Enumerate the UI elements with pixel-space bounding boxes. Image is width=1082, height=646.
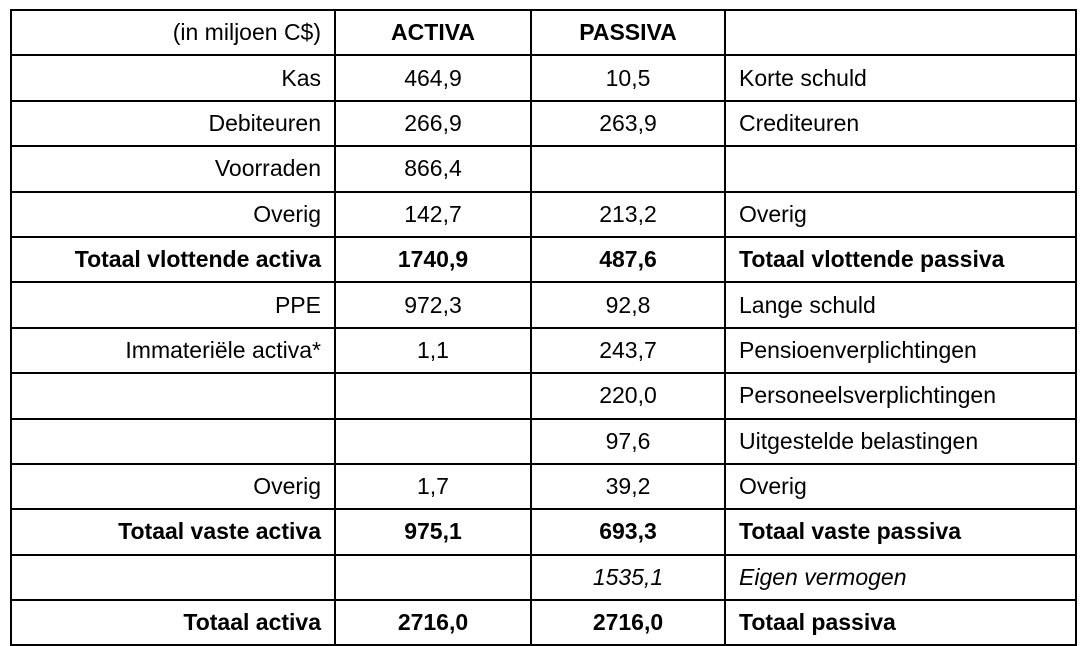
passiva-value <box>530 145 726 193</box>
table-row-overig-vast: Overig 1,7 39,2 Overig <box>10 462 1077 511</box>
row-label-left: Immateriële activa* <box>10 326 336 375</box>
passiva-value: 10,5 <box>530 54 726 102</box>
table-row-totaal-vast: Totaal vaste activa 975,1 693,3 Totaal v… <box>10 508 1077 556</box>
unit-label: (in miljoen C$) <box>10 8 336 57</box>
passiva-value: 2716,0 <box>530 599 726 646</box>
table-row-eigen-vermogen: 1535,1 Eigen vermogen <box>10 553 1077 602</box>
table-row-totaal-vlottend: Totaal vlottende activa 1740,9 487,6 Tot… <box>10 235 1077 284</box>
row-label-left: Debiteuren <box>10 99 336 148</box>
header-row: (in miljoen C$) ACTIVA PASSIVA <box>10 8 1077 57</box>
column-header-activa: ACTIVA <box>334 8 532 57</box>
activa-value <box>334 417 532 465</box>
row-label-right: Pensioenverplichtingen <box>724 326 1077 375</box>
row-label-left <box>10 417 336 465</box>
balance-sheet-table: (in miljoen C$) ACTIVA PASSIVA Kas 464,9… <box>10 8 1077 646</box>
activa-value: 1,7 <box>334 462 532 511</box>
activa-value: 1740,9 <box>334 235 532 284</box>
passiva-value: 487,6 <box>530 235 726 284</box>
row-label-right: Eigen vermogen <box>724 553 1077 602</box>
column-header-passiva: PASSIVA <box>530 8 726 57</box>
table-row-immaterieel: Immateriële activa* 1,1 243,7 Pensioenve… <box>10 326 1077 375</box>
table-row-uitgestelde-belastingen: 97,6 Uitgestelde belastingen <box>10 417 1077 465</box>
row-label-right: Lange schuld <box>724 281 1077 329</box>
activa-value: 464,9 <box>334 54 532 102</box>
table-row-ppe: PPE 972,3 92,8 Lange schuld <box>10 281 1077 329</box>
activa-value: 266,9 <box>334 99 532 148</box>
row-label-right: Crediteuren <box>724 99 1077 148</box>
table-row-personeelsverplichtingen: 220,0 Personeelsverplichtingen <box>10 372 1077 420</box>
row-label-right <box>724 145 1077 193</box>
row-label-left: Overig <box>10 190 336 238</box>
passiva-value: 39,2 <box>530 462 726 511</box>
row-label-left: Totaal vaste activa <box>10 508 336 556</box>
row-label-left: Voorraden <box>10 145 336 193</box>
row-label-left: Kas <box>10 54 336 102</box>
row-label-right: Overig <box>724 462 1077 511</box>
passiva-value: 92,8 <box>530 281 726 329</box>
row-label-left <box>10 553 336 602</box>
table-row-voorraden: Voorraden 866,4 <box>10 145 1077 193</box>
table-row-debiteuren: Debiteuren 266,9 263,9 Crediteuren <box>10 99 1077 148</box>
passiva-value: 1535,1 <box>530 553 726 602</box>
row-label-right: Totaal vlottende passiva <box>724 235 1077 284</box>
row-label-left: Overig <box>10 462 336 511</box>
activa-value: 866,4 <box>334 145 532 193</box>
row-label-left: Totaal activa <box>10 599 336 646</box>
passiva-value: 243,7 <box>530 326 726 375</box>
passiva-value: 213,2 <box>530 190 726 238</box>
row-label-left <box>10 372 336 420</box>
row-label-right: Korte schuld <box>724 54 1077 102</box>
table-row-totaal: Totaal activa 2716,0 2716,0 Totaal passi… <box>10 599 1077 646</box>
passiva-value: 220,0 <box>530 372 726 420</box>
activa-value: 1,1 <box>334 326 532 375</box>
passiva-value: 263,9 <box>530 99 726 148</box>
row-label-right: Uitgestelde belastingen <box>724 417 1077 465</box>
row-label-right: Overig <box>724 190 1077 238</box>
passiva-value: 97,6 <box>530 417 726 465</box>
activa-value: 2716,0 <box>334 599 532 646</box>
table-row-kas: Kas 464,9 10,5 Korte schuld <box>10 54 1077 102</box>
row-label-right: Totaal passiva <box>724 599 1077 646</box>
activa-value: 975,1 <box>334 508 532 556</box>
activa-value <box>334 372 532 420</box>
passiva-value: 693,3 <box>530 508 726 556</box>
activa-value <box>334 553 532 602</box>
row-label-right: Personeelsverplichtingen <box>724 372 1077 420</box>
row-label-right: Totaal vaste passiva <box>724 508 1077 556</box>
table-row-overig-vlottend: Overig 142,7 213,2 Overig <box>10 190 1077 238</box>
activa-value: 142,7 <box>334 190 532 238</box>
column-header-empty <box>724 8 1077 57</box>
activa-value: 972,3 <box>334 281 532 329</box>
row-label-left: PPE <box>10 281 336 329</box>
row-label-left: Totaal vlottende activa <box>10 235 336 284</box>
